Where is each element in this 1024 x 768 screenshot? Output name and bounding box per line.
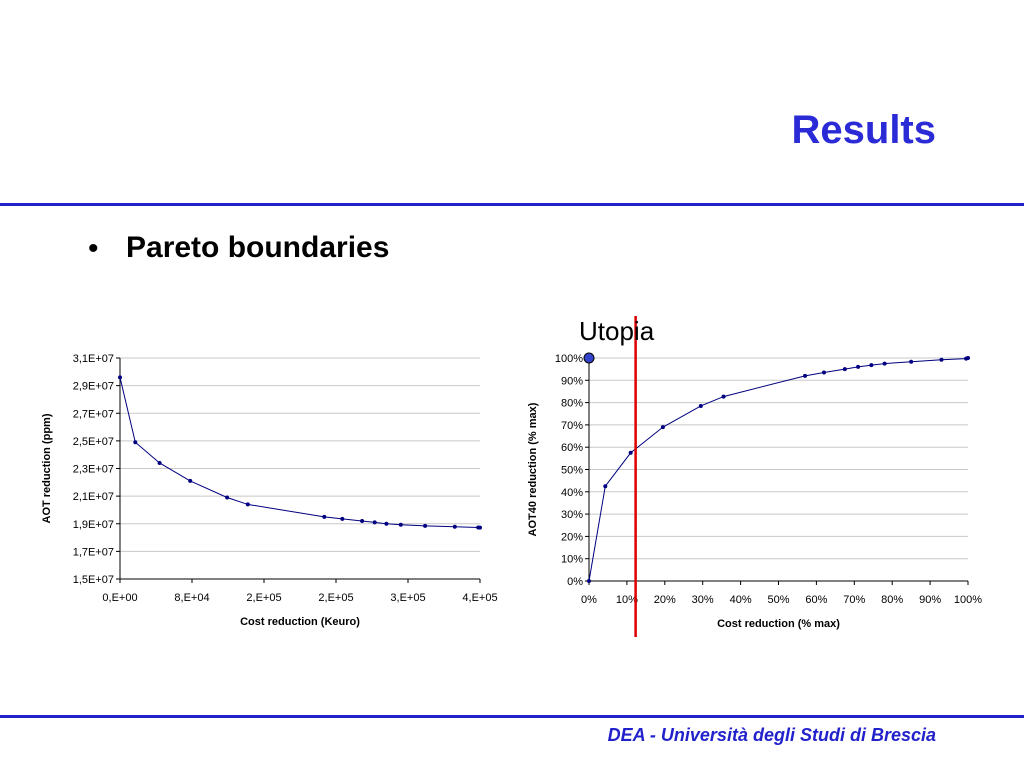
left-chart-data-point (225, 495, 230, 500)
right-chart-y-axis-title: AOT40 reduction (% max) (527, 402, 539, 536)
left-chart-data-point (384, 521, 389, 526)
right-chart-x-tick-label: 60% (805, 594, 827, 606)
left-chart-x-tick-label: 2,E+05 (246, 592, 281, 604)
left-chart-y-axis-title: AOT reduction (ppm) (41, 413, 53, 523)
right-chart-x-tick-label: 40% (730, 594, 752, 606)
left-chart-y-tick-label: 2,3E+07 (73, 464, 114, 476)
left-chart-y-tick-label: 1,7E+07 (73, 546, 114, 558)
left-chart-x-tick-label: 0,E+00 (102, 592, 137, 604)
title-divider (0, 203, 1024, 206)
right-chart-x-tick-label: 0% (581, 594, 597, 606)
right-chart-y-tick-label: 40% (561, 487, 583, 499)
left-chart-y-tick-label: 1,9E+07 (73, 519, 114, 531)
right-chart-x-tick-label: 70% (843, 594, 865, 606)
chart-aot40-vs-cost-percent: 0% 10% 20% 30% 40% 50% 60% 70% 80% 90% 100% 0% 10% 20… (527, 316, 982, 637)
bullet-text: Pareto boundaries (126, 231, 390, 264)
right-chart-y-tick-label: 60% (561, 442, 583, 454)
right-chart-y-tick-label: 20% (561, 531, 583, 543)
right-chart-x-tick-label: 100% (954, 594, 982, 606)
left-chart-data-point (423, 523, 428, 528)
footer-divider (0, 715, 1024, 718)
left-chart-data-point (340, 516, 345, 521)
left-chart-data-point (118, 375, 122, 380)
right-chart-y-tick-label: 80% (561, 398, 583, 410)
bullet-marker: • (88, 232, 99, 265)
right-chart-data-point (698, 403, 703, 408)
left-chart-y-tick-label: 3,1E+07 (73, 353, 114, 365)
right-chart-data-point (721, 394, 726, 399)
left-chart-data-point (133, 440, 138, 445)
right-chart-data-point (821, 370, 826, 375)
right-chart-data-point (939, 357, 944, 362)
right-chart-data-point (587, 579, 591, 583)
right-chart-x-tick-label: 80% (881, 594, 903, 606)
right-chart-x-axis-title: Cost reduction (% max) (717, 618, 840, 630)
right-chart-y-tick-label: 70% (561, 420, 583, 432)
right-chart-x-tick-label: 20% (654, 594, 676, 606)
left-chart-x-tick-label: 4,E+05 (462, 592, 497, 604)
right-chart-data-point (966, 356, 970, 360)
left-chart-data-point (360, 518, 365, 523)
left-chart-data-point (398, 522, 403, 527)
left-chart-data-point (372, 520, 377, 525)
left-chart-data-point (157, 460, 162, 465)
left-chart-y-tick-label: 2,5E+07 (73, 436, 114, 448)
right-chart-y-tick-label: 50% (561, 465, 583, 477)
left-chart-x-tick-label: 3,E+05 (390, 592, 425, 604)
left-chart-data-point (245, 502, 250, 507)
left-chart-y-tick-label: 2,1E+07 (73, 491, 114, 503)
right-chart-y-tick-label: 30% (561, 509, 583, 521)
footer-text: DEA - Università degli Studi di Brescia (607, 725, 936, 745)
left-chart-data-point (478, 525, 482, 530)
right-chart-data-point (882, 361, 887, 366)
right-chart-data-point (869, 363, 874, 368)
right-chart-x-tick-label: 50% (767, 594, 789, 606)
left-chart-series-line (119, 377, 481, 529)
utopia-label: Utopia (579, 316, 655, 346)
left-chart-y-tick-label: 1,5E+07 (73, 574, 114, 586)
right-chart-data-point (842, 367, 847, 372)
right-chart-data-point (660, 425, 665, 430)
right-chart-x-tick-label: 30% (692, 594, 714, 606)
right-chart-data-point (856, 364, 861, 369)
utopia-point-marker (583, 352, 595, 364)
chart-aot-vs-cost: 1,5E+07 1,7E+07 1,9E+07 2,1E+07 2,3E+07 2,5E+… (41, 353, 498, 628)
left-chart-x-tick-label: 8,E+04 (174, 592, 209, 604)
left-chart-data-point (188, 478, 193, 483)
right-chart-data-point (628, 450, 633, 455)
left-chart-y-tick-label: 2,7E+07 (73, 408, 114, 420)
left-chart-x-tick-label: 2,E+05 (318, 592, 353, 604)
left-chart-data-point (322, 514, 327, 519)
slide-title: Results (791, 108, 937, 152)
right-chart-y-tick-label: 90% (561, 375, 583, 387)
right-chart-data-point (603, 484, 608, 489)
right-chart-y-tick-label: 100% (555, 353, 583, 365)
right-chart-x-tick-label: 90% (919, 594, 941, 606)
left-chart-x-axis-title: Cost reduction (Keuro) (240, 616, 360, 628)
right-chart-data-point (803, 373, 808, 378)
right-chart-series-line (588, 357, 969, 582)
right-chart-data-point (909, 359, 914, 364)
right-chart-x-tick-label: 10% (616, 594, 638, 606)
right-chart-y-tick-label: 10% (561, 554, 583, 566)
right-chart-y-tick-label: 0% (567, 576, 583, 588)
left-chart-y-tick-label: 2,9E+07 (73, 381, 114, 393)
left-chart-data-point (452, 524, 457, 529)
